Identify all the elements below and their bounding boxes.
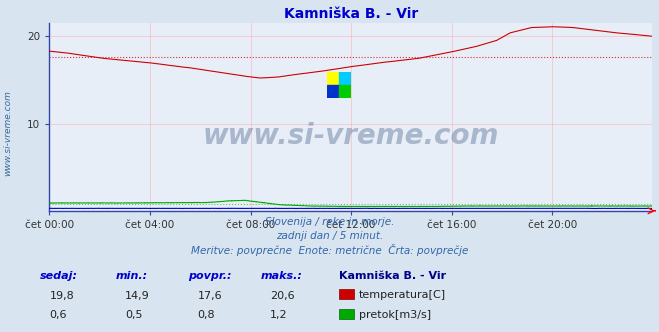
Text: 14,9: 14,9 [125, 290, 150, 300]
Text: 17,6: 17,6 [198, 290, 222, 300]
Text: www.si-vreme.com: www.si-vreme.com [203, 122, 499, 150]
Text: Meritve: povprečne  Enote: metrične  Črta: povprečje: Meritve: povprečne Enote: metrične Črta:… [191, 244, 468, 256]
Text: 0,6: 0,6 [49, 310, 67, 320]
Text: temperatura[C]: temperatura[C] [359, 290, 446, 300]
Text: pretok[m3/s]: pretok[m3/s] [359, 310, 431, 320]
Text: Kamniška B. - Vir: Kamniška B. - Vir [339, 271, 447, 281]
Text: zadnji dan / 5 minut.: zadnji dan / 5 minut. [276, 231, 383, 241]
Text: min.:: min.: [115, 271, 148, 281]
Title: Kamniška B. - Vir: Kamniška B. - Vir [284, 7, 418, 21]
Text: 19,8: 19,8 [49, 290, 74, 300]
Text: 1,2: 1,2 [270, 310, 288, 320]
Text: www.si-vreme.com: www.si-vreme.com [3, 90, 13, 176]
Text: 0,5: 0,5 [125, 310, 143, 320]
Text: maks.:: maks.: [260, 271, 302, 281]
Text: Slovenija / reke in morje.: Slovenija / reke in morje. [265, 217, 394, 227]
Text: sedaj:: sedaj: [40, 271, 78, 281]
Text: 20,6: 20,6 [270, 290, 295, 300]
Text: povpr.:: povpr.: [188, 271, 231, 281]
Text: 0,8: 0,8 [198, 310, 215, 320]
